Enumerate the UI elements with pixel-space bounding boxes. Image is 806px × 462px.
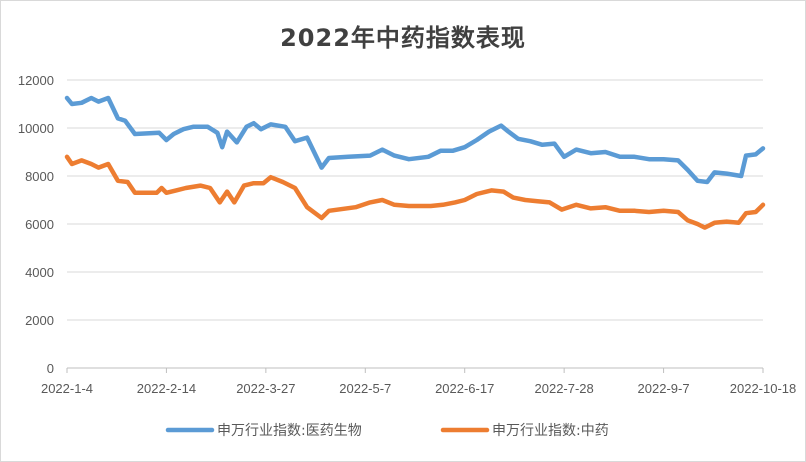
legend: 申万行业指数:医药生物 申万行业指数:中药 (165, 423, 609, 439)
legend-label-pharma-bio: 申万行业指数:医药生物 (217, 423, 362, 439)
chart-title: 2022年中药指数表现 (280, 24, 526, 52)
series-line-1 (64, 154, 766, 230)
series-lines (64, 95, 766, 230)
gridlines (67, 79, 763, 321)
x-tick-label: 2022-7-28 (535, 381, 594, 396)
x-tick-label: 2022-6-17 (435, 381, 494, 396)
y-tick-label: 0 (47, 361, 54, 376)
y-tick-label: 8000 (25, 169, 54, 184)
y-tick-label: 2000 (25, 313, 54, 328)
x-axis-ticks: 2022-1-4 2022-2-14 2022-3-27 2022-5-7 2022-6… (41, 368, 796, 396)
y-tick-label: 10000 (18, 121, 54, 136)
y-tick-label: 12000 (18, 73, 54, 88)
x-tick-label: 2022-5-7 (339, 381, 391, 396)
y-axis-ticks: 0 2000 4000 6000 8000 10000 12000 (18, 73, 54, 376)
x-tick-label: 2022-2-14 (137, 381, 196, 396)
series-line-0 (64, 95, 766, 185)
x-tick-label: 2022-3-27 (236, 381, 295, 396)
x-tick-label: 2022-9-7 (638, 381, 690, 396)
x-tick-label: 2022-10-18 (730, 381, 797, 396)
y-tick-label: 4000 (25, 265, 54, 280)
legend-label-tcm: 申万行业指数:中药 (492, 423, 609, 439)
x-tick-label: 2022-1-4 (41, 381, 93, 396)
y-tick-label: 6000 (25, 217, 54, 232)
